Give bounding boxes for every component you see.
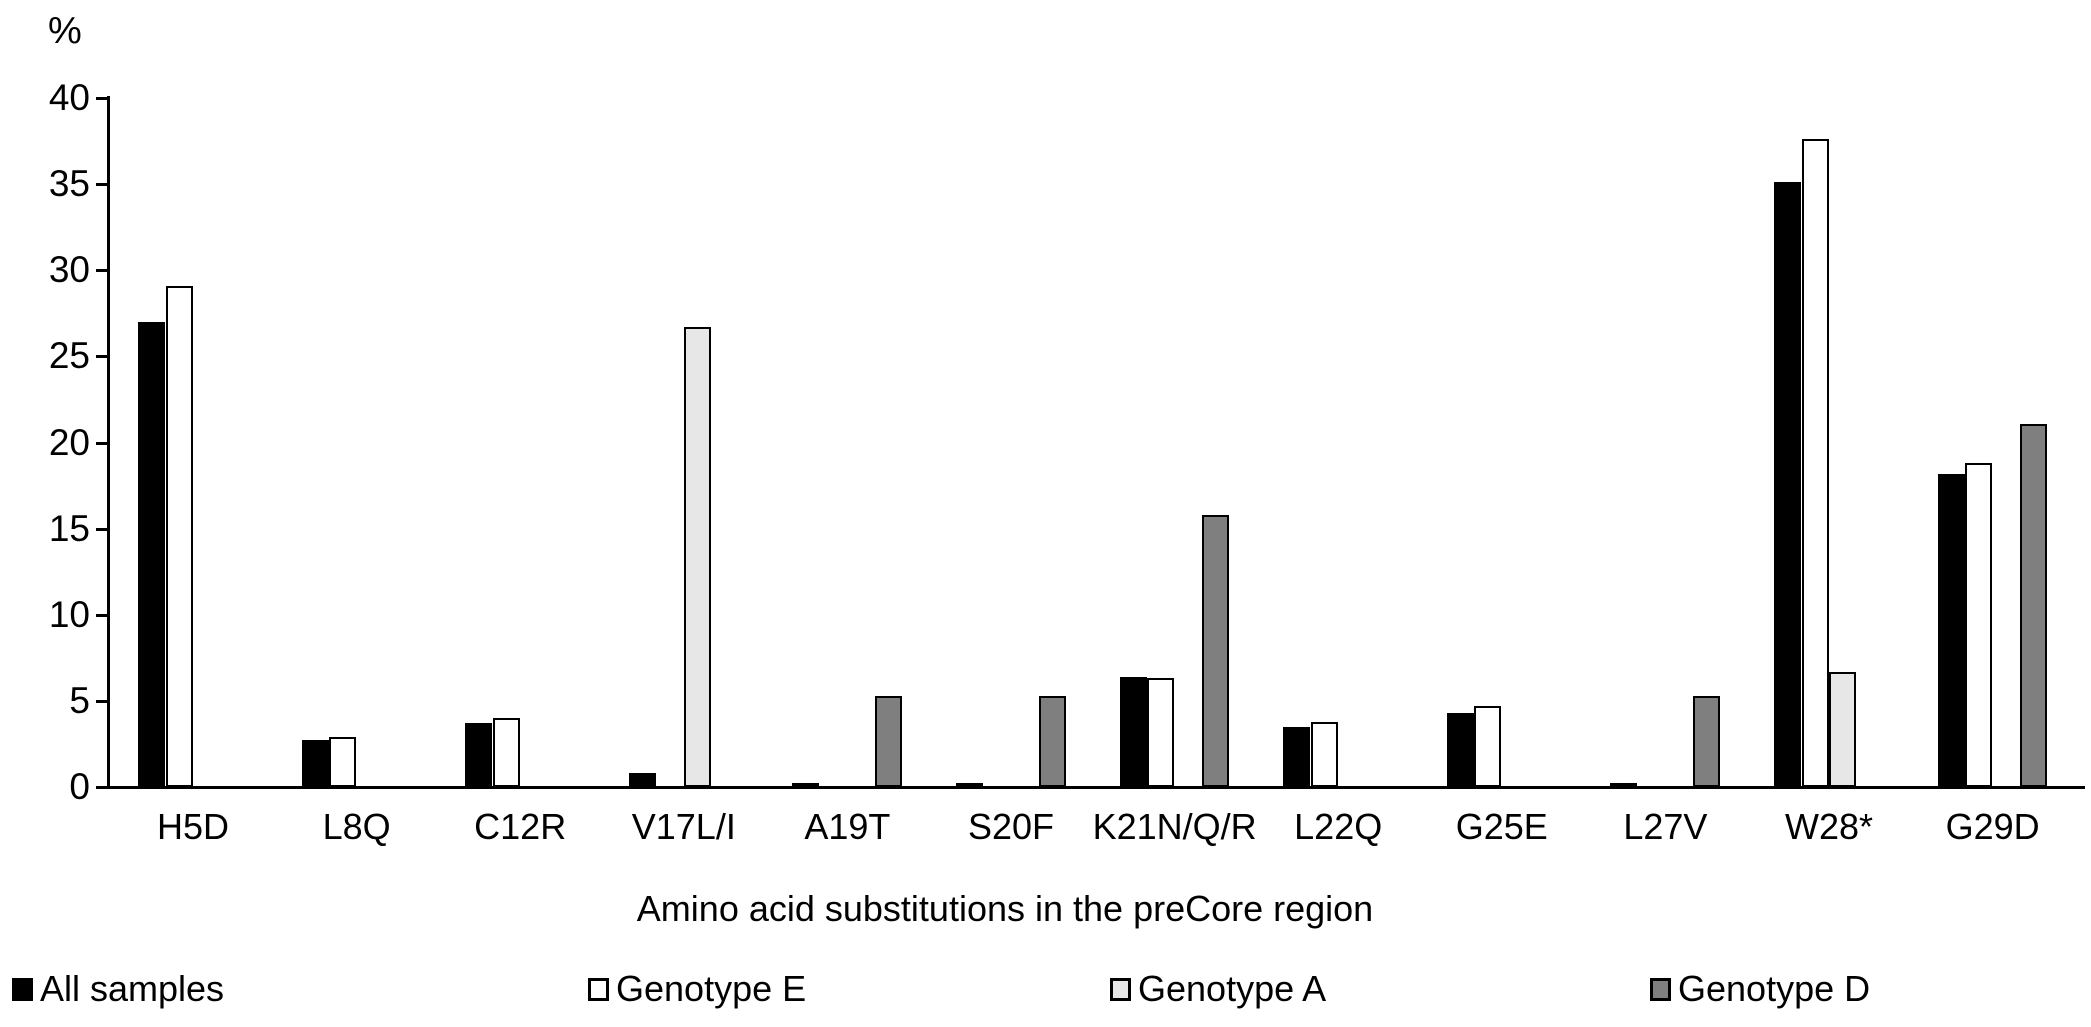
bar-all-samples-l8q [301,740,329,787]
bar-genotype-d-g29d [2020,424,2048,787]
y-axis-unit-label: % [48,10,82,52]
legend-label-genotype-d: Genotype D [1678,968,1871,1009]
category-label-w28: W28* [1784,806,1874,847]
category-label-c12r: C12R [474,806,567,847]
category-label-g25e: G25E [1455,806,1548,847]
y-tick-label-25: 25 [48,335,90,377]
category-label-g29d: G29D [1945,806,2040,847]
legend-label-all-samples: All samples [40,968,225,1009]
bar-genotype-e-g29d [1965,463,1993,787]
bar-genotype-e-g25e [1474,706,1502,787]
bar-all-samples-v17l-i [628,773,656,787]
y-tick-10 [96,613,108,617]
legend-marker-genotype-d [1650,977,1671,1001]
legend-marker-genotype-e [588,977,609,1001]
legend-label-genotype-a: Genotype A [1138,968,1327,1009]
y-tick-label-30: 30 [48,249,90,291]
y-tick-label-15: 15 [48,507,90,549]
bar-all-samples-g25e [1446,713,1474,787]
bar-all-samples-l22q [1283,727,1311,787]
category-label-l8q: L8Q [322,806,391,847]
y-tick-label-0: 0 [69,766,90,807]
y-tick-40 [96,97,108,100]
bar-genotype-e-c12r [492,718,520,787]
y-tick-25 [96,355,108,359]
bar-genotype-a-v17l-i [683,327,711,787]
legend-item-all-samples: All samples [12,968,224,1009]
legend-marker-all-samples [12,977,33,1001]
category-label-s20f: S20F [967,806,1055,847]
category-label-h5d: H5D [156,806,230,847]
bar-genotype-d-l27v [1692,696,1720,787]
bar-genotype-d-k21n-q-r [1202,515,1230,787]
category-label-a19t: A19T [804,806,891,847]
y-tick-label-40: 40 [48,77,90,118]
legend-label-genotype-e: Genotype E [616,968,807,1009]
bar-genotype-d-s20f [1038,696,1066,787]
category-label-l22q: L22Q [1294,806,1383,847]
bar-all-samples-g29d [1937,474,1965,787]
bar-genotype-a-w28 [1829,672,1856,787]
bar-all-samples-s20f [956,783,983,787]
bar-genotype-e-k21n-q-r [1147,678,1175,787]
bar-all-samples-l27v [1610,783,1638,787]
legend-item-genotype-a: Genotype A [1110,968,1326,1009]
bar-genotype-e-l8q [329,737,357,787]
bar-genotype-e-h5d [165,286,193,787]
y-tick-30 [96,269,108,273]
bar-genotype-e-w28 [1801,139,1829,787]
category-label-k21n-q-r: K21N/Q/R [1092,806,1257,847]
y-tick-0 [96,786,108,789]
bar-all-samples-w28 [1774,182,1801,787]
x-axis-line [107,786,2085,789]
legend-marker-genotype-a [1110,977,1131,1001]
category-label-v17l-i: V17L/I [631,806,736,847]
bar-genotype-d-a19t [874,696,902,787]
y-tick-5 [96,699,108,703]
legend-item-genotype-e: Genotype E [588,968,806,1009]
y-tick-35 [96,183,108,187]
y-axis-line [107,96,110,788]
bar-all-samples-k21n-q-r [1119,677,1147,787]
bar-all-samples-h5d [138,322,165,787]
bar-all-samples-c12r [465,723,493,787]
y-tick-label-20: 20 [48,421,90,463]
y-tick-label-35: 35 [48,163,90,205]
y-tick-15 [96,527,108,531]
y-tick-label-10: 10 [48,593,90,635]
legend-item-genotype-d: Genotype D [1650,968,1870,1009]
x-axis-title: Amino acid substitutions in the preCore … [636,888,1374,929]
bar-genotype-e-l22q [1310,722,1338,787]
category-label-l27v: L27V [1623,806,1708,847]
y-tick-20 [96,441,108,445]
y-tick-label-5: 5 [69,679,90,721]
bar-all-samples-a19t [792,783,820,787]
